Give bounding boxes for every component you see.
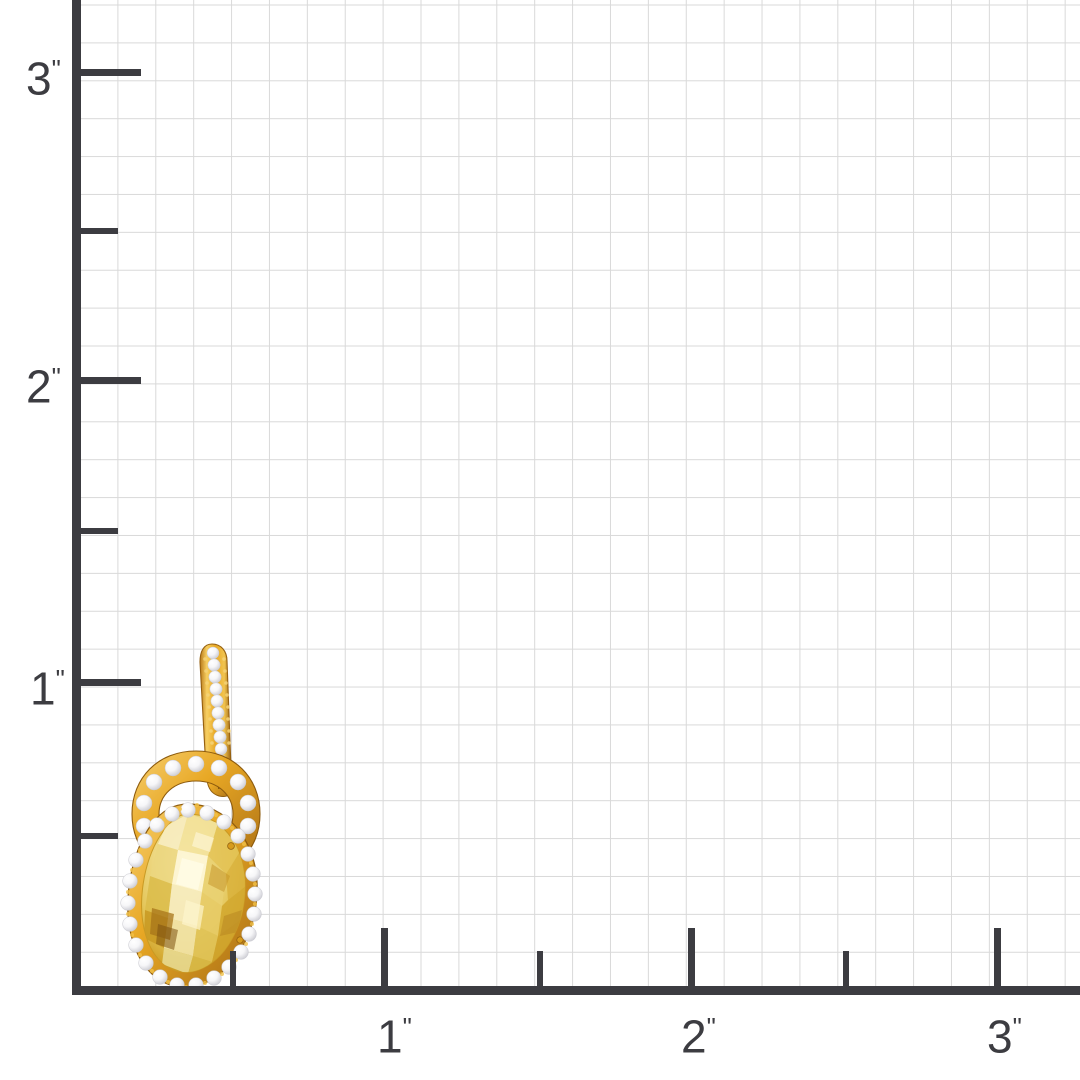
y-axis-ruler (72, 0, 81, 995)
y-minor-tick-1p5in (81, 528, 118, 534)
y-axis-label-3in: 3" (26, 46, 61, 105)
x-label-1-value: 1 (377, 1010, 403, 1063)
x-label-2-value: 2 (681, 1010, 707, 1063)
y-label-2-value: 2 (26, 360, 52, 413)
pear-citrine-center-stone (141, 813, 246, 973)
x-minor-tick-1p5in (537, 951, 543, 988)
x-major-tick-1in (381, 928, 388, 988)
x-label-2-unit: " (706, 1012, 716, 1042)
x-minor-tick-2p5in (843, 951, 849, 988)
y-major-tick-3in (81, 69, 141, 76)
y-axis-label-2in: 2" (26, 354, 61, 413)
y-major-tick-2in (81, 377, 141, 384)
y-label-2-unit: " (51, 362, 61, 392)
y-label-1-value: 1 (30, 662, 56, 715)
x-minor-tick-0p5in (230, 951, 236, 988)
x-major-tick-3in (994, 928, 1001, 988)
x-axis-label-1in: 1" (377, 1004, 412, 1063)
y-label-3-unit: " (51, 54, 61, 84)
y-label-1-unit: " (55, 664, 65, 694)
x-label-3-unit: " (1012, 1012, 1022, 1042)
x-label-3-value: 3 (987, 1010, 1013, 1063)
x-axis-label-3in: 3" (987, 1004, 1022, 1063)
y-major-tick-1in (81, 679, 141, 686)
y-axis-label-1in: 1" (30, 656, 65, 715)
y-label-3-value: 3 (26, 52, 52, 105)
x-label-1-unit: " (402, 1012, 412, 1042)
citrine-drop-pendant (100, 618, 280, 993)
y-minor-tick-0p5in (81, 833, 118, 839)
x-axis-ruler (72, 986, 1080, 995)
x-major-tick-2in (688, 928, 695, 988)
halo-diamond-stones (120, 802, 263, 993)
x-axis-label-2in: 2" (681, 1004, 716, 1063)
y-minor-tick-2p5in (81, 228, 118, 234)
